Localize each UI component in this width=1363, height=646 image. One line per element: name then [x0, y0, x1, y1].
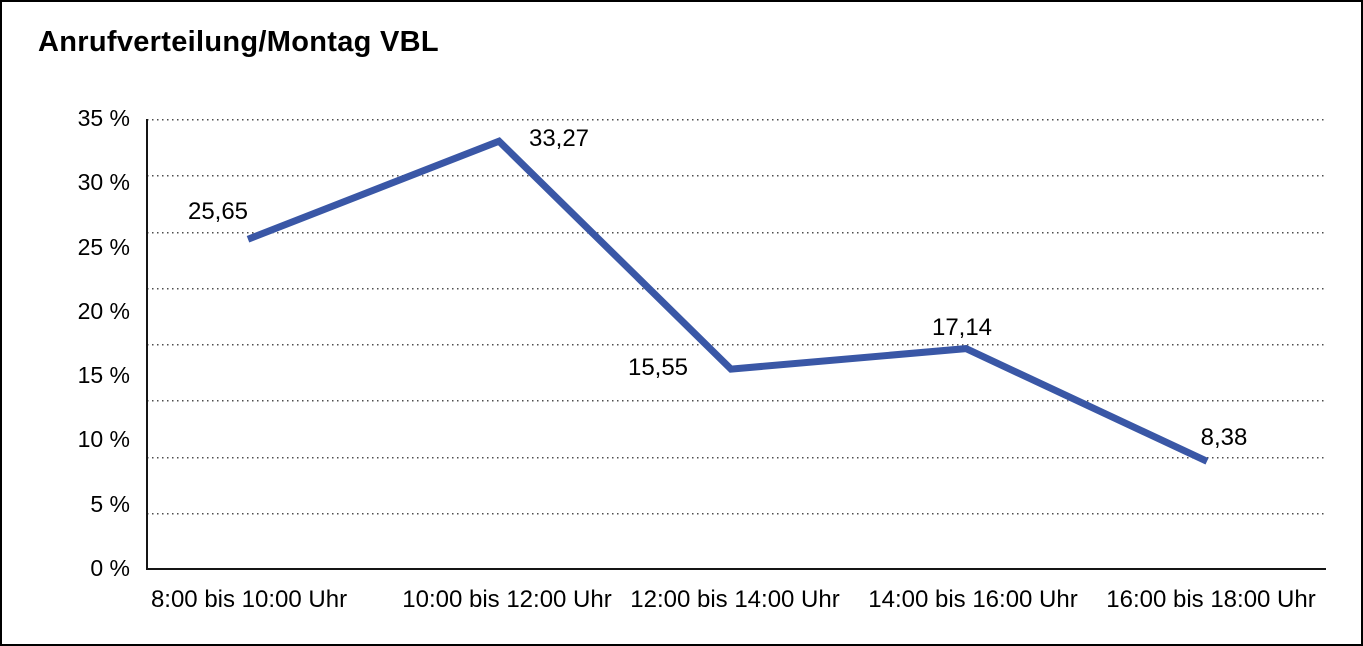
data-point-label: 17,14 [931, 313, 993, 341]
gridline [147, 400, 1325, 403]
y-axis-tick-label: 15 % [77, 362, 130, 389]
data-point-label: 15,55 [627, 354, 689, 382]
y-axis-tick-label: 30 % [77, 169, 130, 196]
gridline [147, 231, 1325, 234]
x-axis-tick-label: 14:00 bis 16:00 Uhr [868, 586, 1078, 613]
data-point-label: 33,27 [528, 125, 590, 153]
gridline [147, 119, 1325, 121]
gridline [147, 287, 1325, 290]
data-line-series [246, 137, 1209, 465]
x-axis-tick-label: 12:00 bis 14:00 Uhr [630, 586, 840, 613]
y-axis-tick-label: 35 % [77, 104, 130, 131]
y-axis-line [146, 119, 148, 570]
y-axis-tick-label: 20 % [77, 297, 130, 324]
gridline [147, 344, 1325, 346]
gridline [147, 175, 1325, 178]
x-axis-tick-label: 16:00 bis 18:00 Uhr [1106, 586, 1316, 613]
data-point-label: 25,65 [187, 198, 249, 226]
y-axis-tick-label: 25 % [77, 233, 130, 260]
x-axis-tick-label: 10:00 bis 12:00 Uhr [402, 586, 612, 613]
data-point-label: 8,38 [1200, 424, 1248, 452]
x-axis-line [146, 568, 1326, 570]
y-axis-tick-label: 0 % [90, 554, 130, 581]
y-axis-tick-label: 5 % [90, 490, 130, 517]
chart-title: Anrufverteilung/Montag VBL [38, 26, 439, 58]
gridline [147, 512, 1325, 515]
gridline [147, 456, 1325, 459]
x-axis-tick-label: 8:00 bis 10:00 Uhr [150, 586, 348, 613]
y-axis-tick-label: 10 % [77, 426, 130, 453]
